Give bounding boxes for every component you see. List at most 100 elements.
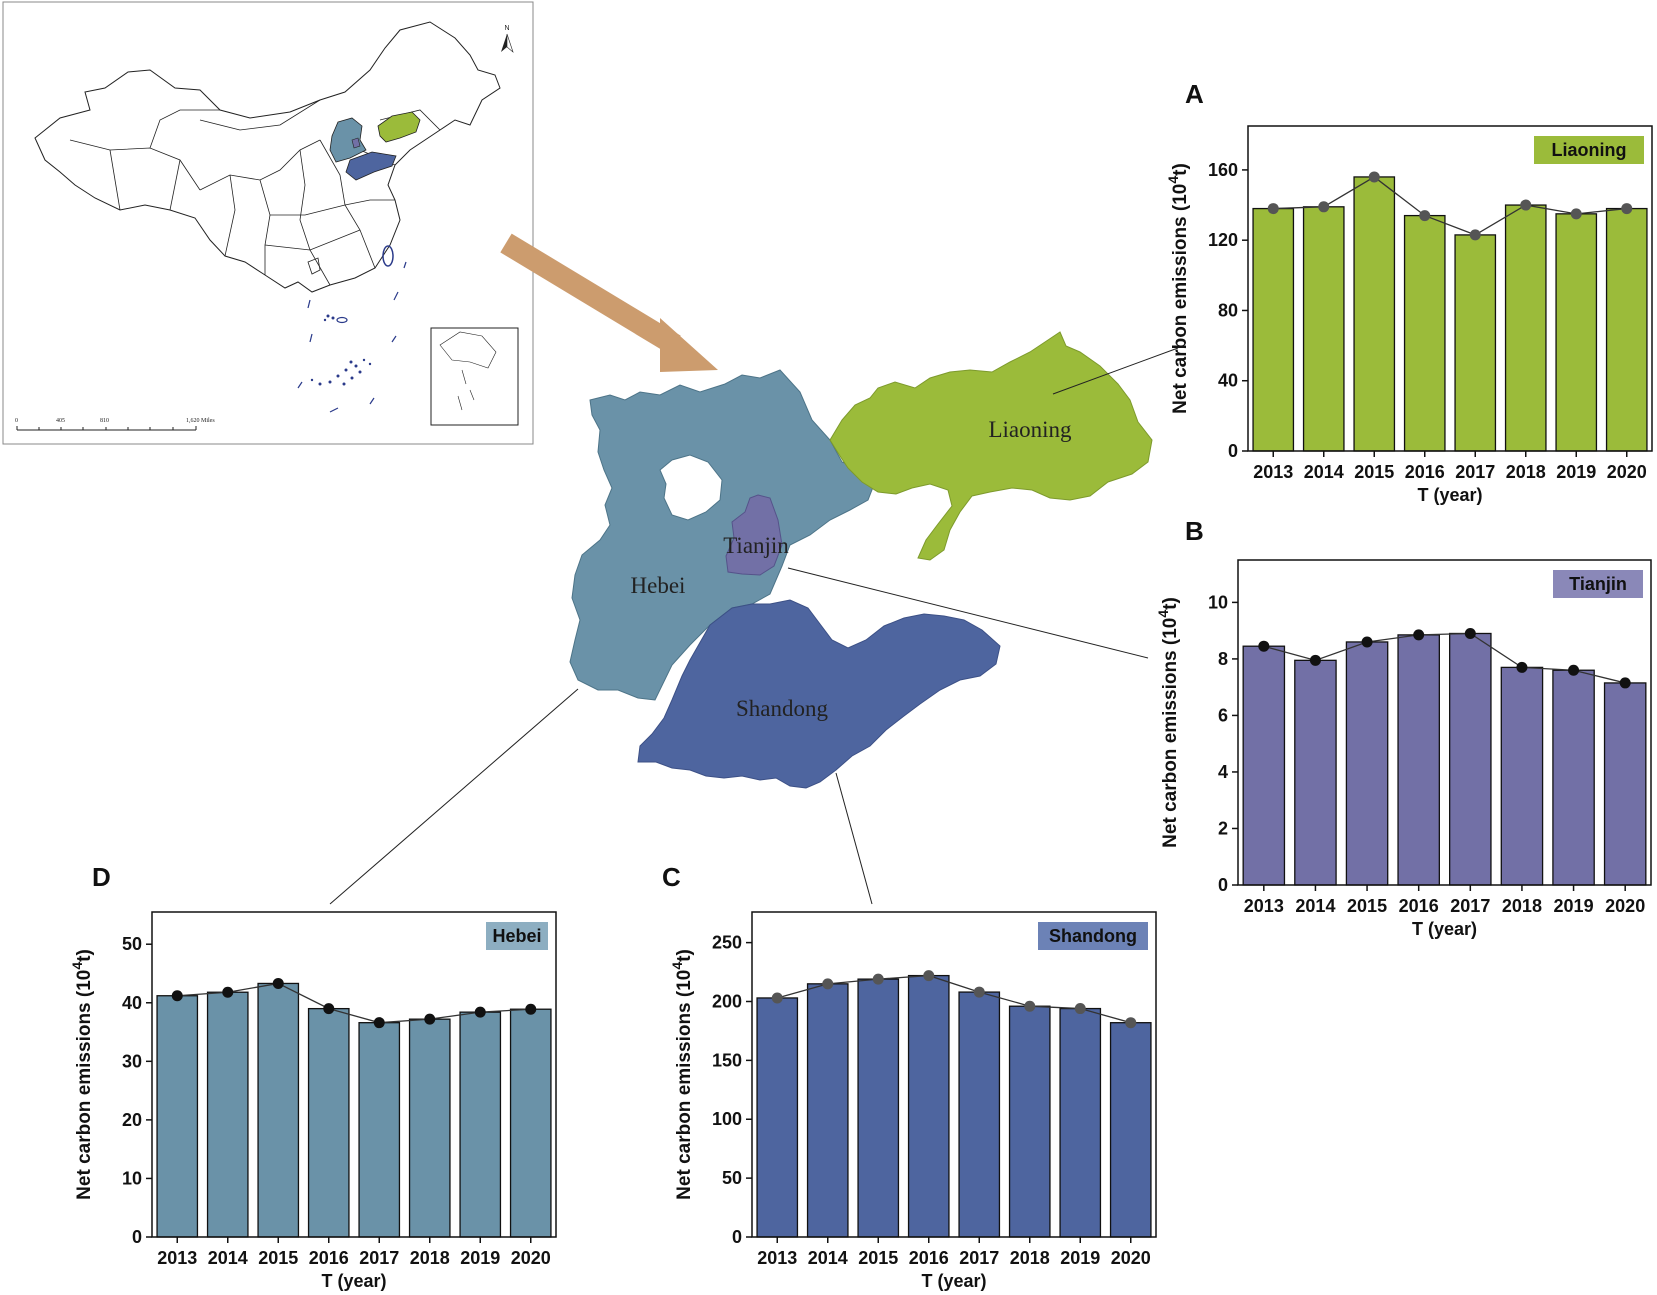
scs-inset-coast (439, 331, 497, 369)
chart-title-badge (1038, 922, 1148, 950)
inset-tianjin (351, 137, 361, 149)
point-2017 (373, 1017, 385, 1029)
connector-tianjin (787, 567, 1149, 659)
scale-labels: 0 405 810 1,620 Miles (15, 418, 215, 424)
y-axis-label: Net carbon emissions (104t) (1155, 597, 1181, 848)
x-tick-label: 2015 (858, 1248, 898, 1268)
panel-letter-C: C (662, 862, 681, 892)
x-tick-label: 2018 (1506, 462, 1546, 482)
x-tick-label: 2018 (410, 1248, 450, 1268)
north-arrow-icon (501, 34, 507, 52)
y-tick-label: 250 (712, 933, 742, 953)
x-tick-label: 2016 (309, 1248, 349, 1268)
inset-map: N 0 405 810 1,620 Miles (2, 1, 534, 445)
label-shandong: Shandong (736, 696, 829, 721)
x-axis-label: T (year) (321, 1271, 386, 1291)
x-axis-label: T (year) (1417, 485, 1482, 505)
y-tick-label: 10 (1208, 592, 1228, 612)
trend-line (1273, 176, 1627, 236)
point-2015 (872, 973, 884, 985)
x-tick-label: 2018 (1502, 896, 1542, 916)
point-2020 (525, 1003, 537, 1015)
point-2014 (1318, 201, 1330, 213)
x-tick-label: 2017 (1450, 896, 1490, 916)
chart-panel-hebei: D 0 10 20 30 40 50 2013 2014 2015 2016 2017 2018 2019… (69, 862, 557, 1291)
scale-label-1: 405 (56, 418, 65, 424)
y-tick-label: 2 (1218, 818, 1228, 838)
x-tick-label: 2017 (1455, 462, 1495, 482)
shandong-region (637, 599, 1001, 789)
chart-panel-liaoning: A 0 40 80 120 160 2013 2014 2015 2016 2017 2018 2019… (1165, 79, 1653, 505)
point-2016 (323, 1003, 335, 1015)
chart-panel-tianjin: B 0 2 4 6 8 10 2013 2014 2015 2016 2017 2018 2019 2020… (1155, 516, 1652, 939)
x-tick-label: 2019 (1554, 896, 1594, 916)
x-tick-label: 2015 (1347, 896, 1387, 916)
y-tick-label: 8 (1218, 649, 1228, 669)
connector-liaoning (1052, 347, 1179, 395)
y-tick-label: 20 (122, 1110, 142, 1130)
north-label: N (504, 25, 509, 32)
x-tick-label: 2019 (1556, 462, 1596, 482)
point-2013 (771, 992, 783, 1004)
y-axis-label: Net carbon emissions (104t) (1165, 163, 1191, 414)
chart-title-badge (1553, 570, 1643, 598)
y-tick-label: 40 (122, 993, 142, 1013)
point-2020 (1125, 1017, 1137, 1029)
bar-2020 (1109, 1022, 1152, 1238)
label-hebei: Hebei (631, 573, 686, 598)
plot-frame (1237, 559, 1652, 886)
x-tick-label: 2013 (1253, 462, 1293, 482)
y-tick-label: 160 (1208, 160, 1238, 180)
x-tick-label: 2013 (1244, 896, 1284, 916)
point-2018 (1024, 1000, 1036, 1012)
x-tick-label: 2013 (757, 1248, 797, 1268)
bar-2014 (1302, 206, 1345, 452)
y-axis-label-main: Net carbon emissions (10 (1170, 184, 1191, 414)
y-tick-label: 0 (732, 1227, 742, 1247)
x-tick-label: 2014 (1304, 462, 1344, 482)
bar-2014 (1294, 659, 1337, 886)
bar-2016 (1397, 634, 1440, 886)
scs-inset-box (430, 327, 519, 426)
y-tick-label: 50 (122, 934, 142, 954)
bar-2013 (1242, 645, 1286, 886)
trend-line (777, 974, 1131, 1024)
point-2015 (1361, 636, 1373, 648)
point-2020 (1619, 677, 1631, 689)
scs-inset-islands (457, 369, 475, 411)
y-axis-label-main: Net carbon emissions (10 (1160, 618, 1181, 848)
label-tianjin: Tianjin (723, 533, 789, 558)
bar-2017 (1454, 234, 1497, 452)
connector-lines (329, 347, 1179, 905)
x-tick-label: 2019 (460, 1248, 500, 1268)
point-2016 (923, 970, 935, 982)
y-tick-label: 80 (1218, 300, 1238, 320)
y-axis-label-end: t) (674, 949, 695, 962)
y-axis-label-main: Net carbon emissions (10 (674, 970, 695, 1200)
tianjin-region (725, 494, 783, 576)
scale-label-3: 1,620 Miles (186, 418, 215, 424)
scale-label-2: 810 (100, 418, 109, 424)
taiwan-outline (382, 245, 394, 267)
x-tick-label: 2016 (909, 1248, 949, 1268)
x-tick-label: 2014 (208, 1248, 248, 1268)
point-2018 (1520, 199, 1532, 211)
y-tick-label: 200 (712, 991, 742, 1011)
chart-title-badge (486, 922, 548, 950)
panel-letter-B: B (1185, 516, 1204, 546)
region-map: Liaoning Hebei Tianjin Shandong (569, 331, 1153, 789)
point-2018 (1516, 661, 1528, 673)
y-axis-label-sup: 4 (1165, 176, 1181, 184)
label-liaoning: Liaoning (988, 417, 1072, 442)
bar-2019 (1555, 213, 1598, 452)
bar-2016 (1403, 214, 1446, 452)
zoom-arrow-head (660, 318, 718, 372)
y-tick-label: 50 (722, 1168, 742, 1188)
plot-frame (151, 911, 557, 1238)
province-boundaries (69, 99, 441, 286)
y-axis-label-end: t) (1170, 163, 1191, 176)
bar-2015 (857, 978, 900, 1238)
y-axis-label: Net carbon emissions (104t) (69, 949, 95, 1200)
point-2014 (822, 978, 834, 990)
scale-bar (16, 426, 197, 431)
